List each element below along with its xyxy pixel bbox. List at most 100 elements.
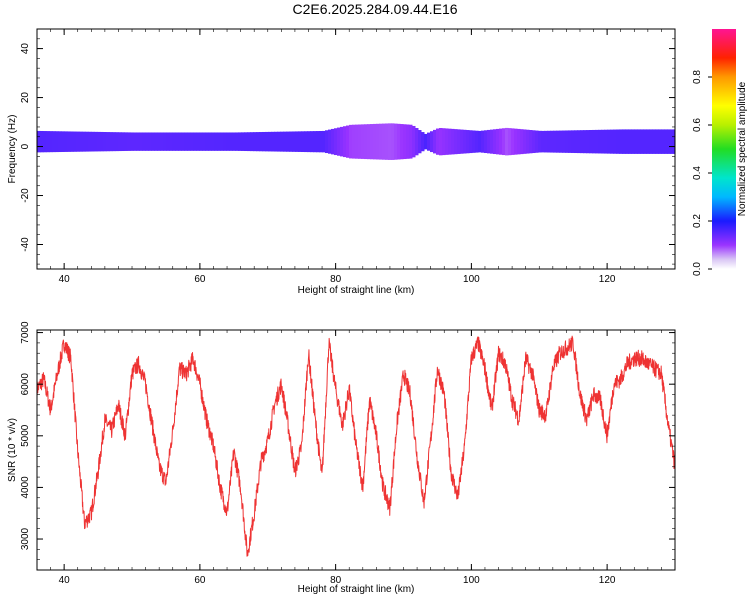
spectrogram-cell [553, 130, 557, 153]
spectrogram-cell [424, 133, 428, 150]
spectrogram-cell [625, 129, 629, 154]
spectrogram-cell [643, 129, 647, 154]
spectrogram-cell [544, 130, 548, 153]
spectrogram-cell [301, 131, 305, 153]
spectrogram-cell [442, 128, 446, 156]
spectrogram-cell [502, 128, 506, 156]
spectrogram-cell [523, 129, 527, 154]
spectrogram-cell [631, 129, 635, 154]
spectrogram-cell [664, 129, 668, 154]
spectrogram-cell [349, 124, 353, 159]
snr-series-line [37, 335, 675, 557]
colorbar-tick-label: 0.4 [692, 166, 703, 180]
spectrogram-cell [673, 129, 675, 154]
spectrogram-cell [157, 132, 161, 151]
spectrogram-cell [40, 130, 44, 153]
spectrogram-cell [235, 132, 239, 151]
spectrogram-cell [514, 128, 518, 155]
spectrogram-cell [574, 130, 578, 154]
spectrogram-cell [274, 131, 278, 152]
spectrogram-cell [241, 132, 245, 151]
snr-xtick-label: 120 [599, 575, 616, 586]
spectrogram-cell [421, 132, 425, 152]
spectrogram-cell [277, 131, 281, 152]
spectrogram-cell [67, 131, 71, 152]
spectrogram-cell [613, 129, 617, 154]
snr-panel: 40 60 80 100 120 3000 4000 5000 6000 7000 Height … [7, 321, 676, 595]
spectrogram-cell [592, 129, 596, 154]
spectrogram-cell [538, 130, 542, 153]
spectrogram-frame [36, 28, 676, 270]
spectrogram-cell [406, 124, 410, 159]
snr-xlabel: Height of straight line (km) [298, 584, 415, 595]
spectrogram-ytick-label: -20 [20, 188, 31, 203]
spectrogram-cell [586, 130, 590, 154]
spectrogram-cell [517, 128, 521, 155]
spectrogram-cell [520, 129, 524, 155]
spectrogram-cell [220, 132, 224, 151]
spectrogram-cell [124, 132, 128, 151]
spectrogram-cell [640, 129, 644, 154]
spectrogram-cell [100, 131, 104, 152]
spectrogram-cell [163, 132, 167, 151]
spectrogram-cell [559, 130, 563, 153]
spectrogram-cell [118, 132, 122, 152]
spectrogram-cell [385, 123, 389, 160]
spectrogram-cell [454, 129, 458, 155]
spectrogram-cell [175, 132, 179, 151]
spectrogram-cell [61, 131, 65, 152]
snr-ytick-label: 3000 [20, 527, 31, 550]
spectrogram-cell [55, 131, 59, 153]
spectrogram-cell [616, 129, 620, 154]
spectrogram-cell [391, 123, 395, 160]
spectrogram-xtick-label: 60 [194, 274, 206, 285]
spectrogram-cell [154, 132, 158, 151]
spectrogram-cell [457, 129, 461, 154]
spectrogram-cell [595, 129, 599, 154]
spectrogram-cell [496, 128, 500, 155]
spectrogram-cell [415, 127, 419, 156]
spectrogram-cell [355, 124, 359, 159]
colorbar-tick-label: 0.6 [692, 118, 703, 132]
spectrogram-cell [472, 130, 476, 153]
spectrogram-cell [250, 132, 254, 152]
spectrogram-cell [568, 130, 572, 153]
spectrogram-cell [64, 131, 68, 152]
spectrogram-cell [292, 131, 296, 152]
snr-ytick-label: 4000 [20, 476, 31, 499]
spectrogram-cell [295, 131, 299, 152]
spectrogram-cell [289, 131, 293, 152]
spectrogram-cell [550, 130, 554, 153]
spectrogram-cell [187, 132, 191, 151]
spectrogram-cell [193, 132, 197, 151]
spectrogram-cell [184, 132, 188, 151]
spectrogram-cell [283, 131, 287, 152]
spectrogram-cell [601, 129, 605, 154]
spectrogram-cell [139, 132, 143, 151]
spectrogram-cell [556, 130, 560, 153]
spectrogram-cell [232, 132, 236, 151]
spectrogram-cell [427, 132, 431, 151]
spectrogram-cell [208, 132, 212, 151]
spectrogram-cell [547, 130, 551, 153]
spectrogram-cell [280, 131, 284, 152]
spectrogram-cell [199, 132, 203, 151]
spectrogram-cell [487, 129, 491, 154]
spectrogram-cell [103, 132, 107, 152]
spectrogram-cell [307, 131, 311, 153]
spectrogram-cell [370, 124, 374, 160]
spectrogram-cell [604, 129, 608, 154]
spectrogram-cell [436, 128, 440, 155]
spectrogram-cell [196, 132, 200, 151]
spectrogram-cell [148, 132, 152, 151]
spectrogram-cell [646, 129, 650, 154]
snr-ytick-label: 6000 [20, 373, 31, 396]
spectrogram-cell [316, 131, 320, 153]
spectrogram-cell [379, 123, 383, 160]
spectrogram-cell [169, 132, 173, 151]
spectrogram-cell [670, 129, 674, 154]
spectrogram-cell [511, 128, 515, 155]
colorbar-tick-label: 0.8 [692, 70, 703, 84]
spectrogram-cell [130, 132, 134, 151]
